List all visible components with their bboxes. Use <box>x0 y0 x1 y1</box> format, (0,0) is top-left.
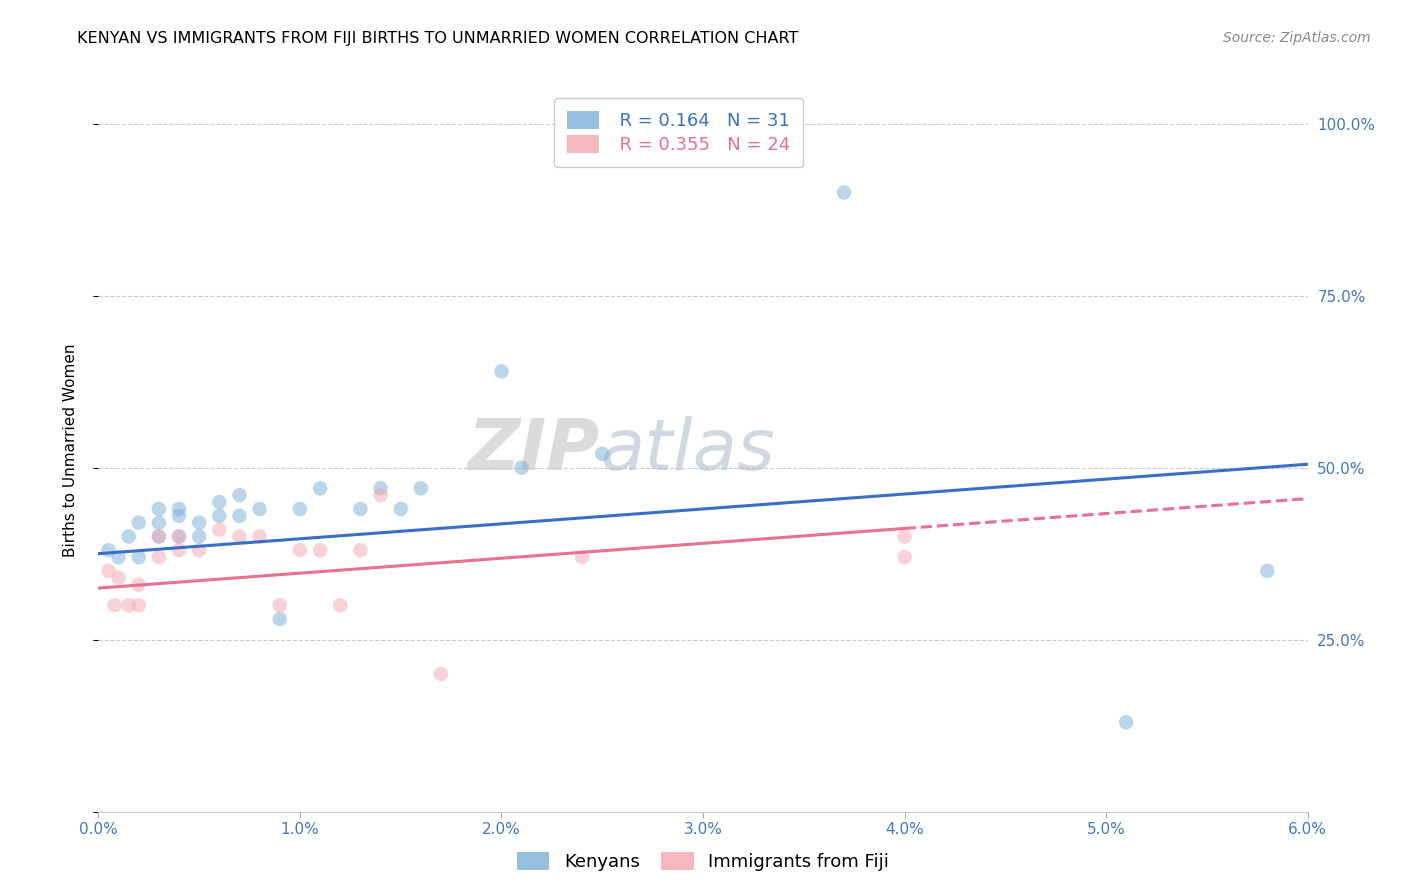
Point <box>491 364 513 378</box>
Point <box>389 502 412 516</box>
Text: KENYAN VS IMMIGRANTS FROM FIJI BIRTHS TO UNMARRIED WOMEN CORRELATION CHART: KENYAN VS IMMIGRANTS FROM FIJI BIRTHS TO… <box>77 31 799 46</box>
Y-axis label: Births to Unmarried Women: Births to Unmarried Women <box>63 343 77 558</box>
Point <box>118 529 141 543</box>
Point <box>107 571 129 585</box>
Point <box>208 495 231 509</box>
Point <box>269 612 291 626</box>
Point <box>97 564 120 578</box>
Point <box>228 529 250 543</box>
Point <box>128 550 150 565</box>
Point <box>832 186 855 200</box>
Point <box>269 599 291 613</box>
Point <box>370 481 392 495</box>
Point <box>409 481 432 495</box>
Point <box>430 667 453 681</box>
Point <box>148 550 170 565</box>
Point <box>103 599 125 613</box>
Point <box>893 529 915 543</box>
Point <box>188 529 211 543</box>
Point <box>370 488 392 502</box>
Point <box>571 550 593 565</box>
Legend:   R = 0.164   N = 31,   R = 0.355   N = 24: R = 0.164 N = 31, R = 0.355 N = 24 <box>554 98 803 167</box>
Text: ZIP: ZIP <box>468 416 600 485</box>
Point <box>208 508 231 523</box>
Point <box>167 543 190 558</box>
Point <box>893 550 915 565</box>
Point <box>349 543 371 558</box>
Point <box>148 502 170 516</box>
Point <box>107 550 129 565</box>
Point <box>148 529 170 543</box>
Point <box>309 481 332 495</box>
Text: atlas: atlas <box>600 416 775 485</box>
Legend: Kenyans, Immigrants from Fiji: Kenyans, Immigrants from Fiji <box>509 845 897 879</box>
Point <box>167 529 190 543</box>
Point <box>167 529 190 543</box>
Point <box>288 502 311 516</box>
Point <box>97 543 120 558</box>
Point <box>208 523 231 537</box>
Point <box>128 516 150 530</box>
Point <box>510 460 533 475</box>
Point <box>228 488 250 502</box>
Point <box>228 508 250 523</box>
Point <box>249 502 271 516</box>
Point <box>329 599 352 613</box>
Point <box>118 599 141 613</box>
Point <box>1115 715 1137 730</box>
Point <box>309 543 332 558</box>
Text: Source: ZipAtlas.com: Source: ZipAtlas.com <box>1223 31 1371 45</box>
Point <box>591 447 613 461</box>
Point <box>167 502 190 516</box>
Point <box>249 529 271 543</box>
Point <box>349 502 371 516</box>
Point <box>128 599 150 613</box>
Point <box>167 508 190 523</box>
Point <box>288 543 311 558</box>
Point <box>1256 564 1278 578</box>
Point <box>188 543 211 558</box>
Point <box>148 529 170 543</box>
Point <box>148 516 170 530</box>
Point <box>128 577 150 591</box>
Point <box>188 516 211 530</box>
